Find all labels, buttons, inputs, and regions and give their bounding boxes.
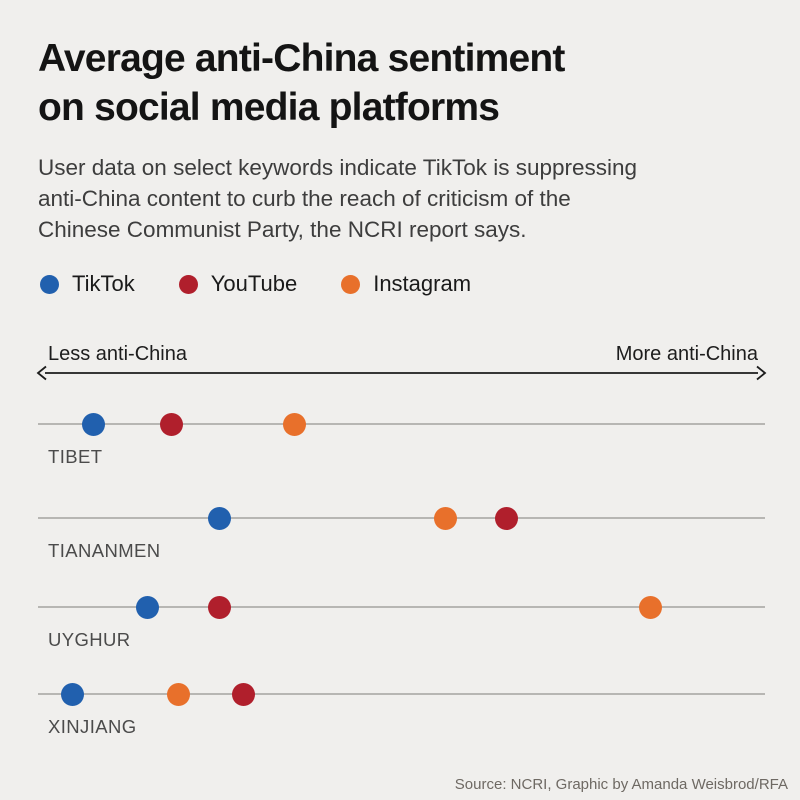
tiktok-dot-uyghur	[136, 595, 160, 619]
youtube-swatch-icon	[178, 274, 198, 294]
category-label-uyghur: UYGHUR	[48, 629, 131, 650]
category-label-tibet: TIBET	[48, 446, 103, 467]
category-label-xinjiang: XINJIANG	[48, 716, 137, 737]
axis-label-more: More anti-China	[615, 343, 758, 365]
instagram-dot-uyghur	[638, 595, 662, 619]
legend-item-tiktok: TikTok	[40, 271, 135, 297]
baseline-xinjiang	[38, 693, 765, 695]
instagram-dot-tiananmen	[433, 506, 457, 530]
youtube-dot-tiananmen	[495, 506, 519, 530]
baseline-uyghur	[38, 606, 765, 608]
legend-item-youtube: YouTube	[178, 271, 298, 297]
legend-item-instagram: Instagram	[341, 271, 471, 297]
category-label-tiananmen: TIANANMEN	[48, 540, 161, 561]
tiktok-dot-tiananmen	[208, 506, 232, 530]
legend-label: Instagram	[373, 271, 472, 296]
legend-label: YouTube	[210, 271, 298, 296]
baseline-tibet	[38, 423, 765, 425]
axis-label-less: Less anti-China	[48, 343, 187, 365]
youtube-dot-xinjiang	[231, 682, 255, 706]
tiktok-dot-tibet	[81, 412, 105, 436]
legend-label: TikTok	[72, 271, 135, 296]
tiktok-swatch-icon	[40, 274, 59, 294]
source-credit: Source: NCRI, Graphic by Amanda Weisbrod…	[454, 776, 788, 793]
youtube-dot-uyghur	[207, 595, 231, 619]
subtitle: User data on select keywords indicate Ti…	[38, 155, 638, 243]
double-arrow-icon	[36, 365, 767, 381]
legend: TikTok YouTube Instagram	[40, 271, 471, 297]
tiktok-dot-xinjiang	[61, 682, 85, 706]
youtube-dot-tibet	[159, 412, 183, 436]
instagram-swatch-icon	[341, 274, 361, 294]
baseline-tiananmen	[38, 517, 765, 519]
page-title: Average anti-China sentiment on social m…	[38, 37, 565, 130]
instagram-dot-xinjiang	[166, 682, 190, 706]
instagram-dot-tibet	[283, 412, 307, 436]
